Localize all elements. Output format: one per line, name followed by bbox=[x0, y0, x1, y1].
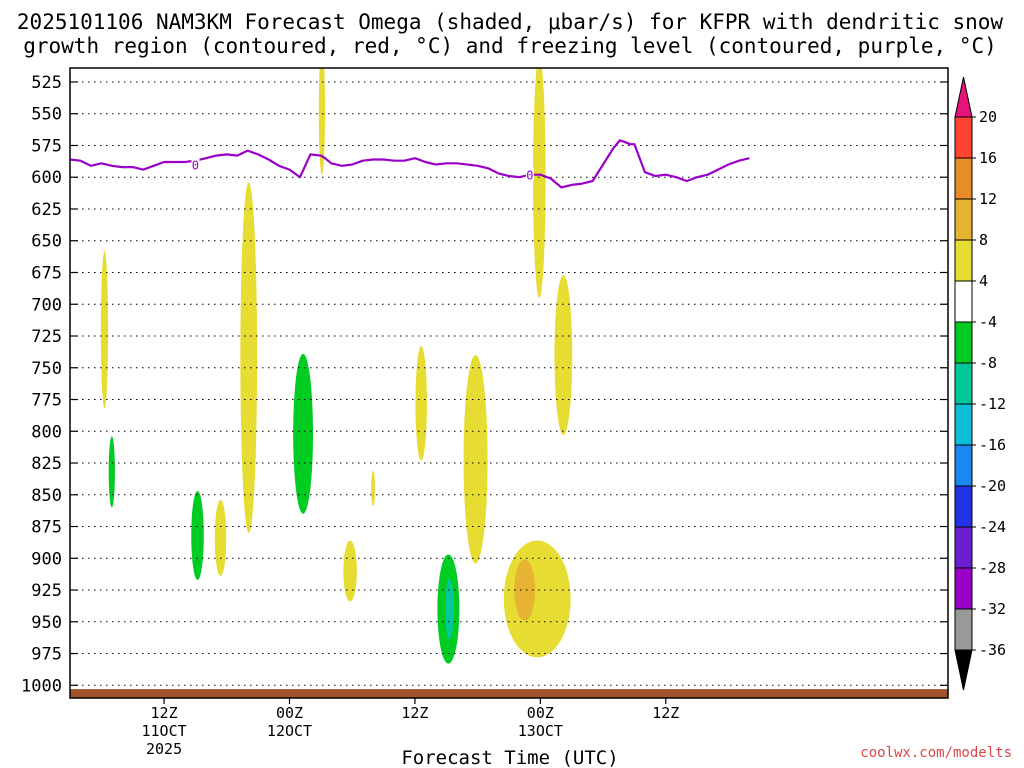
freezing-level-line bbox=[69, 139, 750, 189]
colorbar-label-1: -32 bbox=[979, 600, 1006, 618]
omega-region-10 bbox=[503, 540, 571, 658]
colorbar-label-12: 16 bbox=[979, 149, 997, 167]
freezing-level-layer: 00 bbox=[69, 139, 750, 189]
colorbar-band-4 bbox=[954, 444, 973, 487]
omega-region-0 bbox=[100, 250, 109, 409]
colorbar-band-5 bbox=[954, 403, 973, 446]
colorbar-label-10: 8 bbox=[979, 231, 988, 249]
omega-region-6 bbox=[463, 355, 488, 564]
ytick-label-700: 700 bbox=[31, 295, 62, 315]
colorbar-top-triangle bbox=[954, 76, 973, 118]
colorbar-label-5: -16 bbox=[979, 436, 1006, 454]
colorbar-label-6: -12 bbox=[979, 395, 1006, 413]
xtick-label-2-0: 12Z bbox=[401, 704, 428, 722]
ytick-label-625: 625 bbox=[31, 200, 62, 220]
colorbar-bottom-triangle bbox=[954, 649, 973, 691]
omega-region-1 bbox=[240, 182, 258, 533]
omega-region-11 bbox=[514, 559, 536, 621]
x-axis-label: Forecast Time (UTC) bbox=[401, 747, 618, 768]
colorbar-band-2 bbox=[954, 526, 973, 569]
omega-region-13 bbox=[191, 490, 204, 580]
colorbar-band-9 bbox=[954, 239, 973, 282]
xtick-label-1-1: 12OCT bbox=[267, 722, 312, 740]
colorbar-label-11: 12 bbox=[979, 190, 997, 208]
colorbar-label-4: -20 bbox=[979, 477, 1006, 495]
colorbar-label-0: -36 bbox=[979, 641, 1006, 659]
omega-region-2 bbox=[318, 68, 326, 175]
colorbar-band-12 bbox=[954, 116, 973, 159]
xtick-label-0-0: 12Z bbox=[151, 704, 178, 722]
chart-title-line2: growth region (contoured, red, °C) and f… bbox=[23, 34, 997, 58]
ytick-label-650: 650 bbox=[31, 232, 62, 252]
freezing-level-label-1: 0 bbox=[526, 169, 533, 183]
omega-region-8 bbox=[343, 540, 357, 602]
xtick-label-3-1: 13OCT bbox=[518, 722, 563, 740]
ground-surface bbox=[70, 689, 948, 698]
colorbar-band-0 bbox=[954, 608, 973, 651]
colorbar-label-8: -4 bbox=[979, 313, 997, 331]
ytick-label-575: 575 bbox=[31, 136, 62, 156]
omega-region-5 bbox=[415, 346, 427, 461]
ytick-label-750: 750 bbox=[31, 359, 62, 379]
ytick-label-600: 600 bbox=[31, 168, 62, 188]
omega-region-7 bbox=[214, 499, 227, 577]
colorbar-band-7 bbox=[954, 321, 973, 364]
omega-region-12 bbox=[108, 436, 115, 508]
y-axis-ticks: 525 550 575 600 625 650 675 700 725 750 775 800 825 8… bbox=[21, 73, 948, 696]
omega-region-9 bbox=[371, 470, 376, 507]
ground-surface-layer bbox=[70, 689, 948, 698]
ytick-label-825: 825 bbox=[31, 454, 62, 474]
ytick-label-975: 975 bbox=[31, 645, 62, 665]
colorbar-label-7: -8 bbox=[979, 354, 997, 372]
xtick-label-4-0: 12Z bbox=[652, 704, 679, 722]
ytick-label-950: 950 bbox=[31, 613, 62, 633]
ytick-label-675: 675 bbox=[31, 263, 62, 283]
colorbar-label-3: -24 bbox=[979, 518, 1006, 536]
colorbar-label-2: -28 bbox=[979, 559, 1006, 577]
ytick-label-1000: 1000 bbox=[21, 676, 62, 696]
ytick-label-725: 725 bbox=[31, 327, 62, 347]
ytick-label-525: 525 bbox=[31, 73, 62, 93]
plot-frame bbox=[69, 67, 949, 699]
xtick-label-1-0: 00Z bbox=[276, 704, 303, 722]
ytick-label-875: 875 bbox=[31, 518, 62, 538]
source-credit: coolwx.com/modelts bbox=[860, 745, 1012, 761]
colorbar-label-9: 4 bbox=[979, 272, 988, 290]
omega-shading-layer bbox=[100, 68, 573, 664]
ytick-label-925: 925 bbox=[31, 581, 62, 601]
colorbar-band-10 bbox=[954, 198, 973, 241]
colorbar-band-8 bbox=[954, 280, 973, 323]
ytick-label-775: 775 bbox=[31, 391, 62, 411]
xtick-label-0-1: 11OCT bbox=[141, 722, 186, 740]
colorbar-band-11 bbox=[954, 157, 973, 200]
colorbar-band-3 bbox=[954, 485, 973, 528]
colorbar-label-13: 20 bbox=[979, 108, 997, 126]
gridlines bbox=[70, 81, 948, 686]
freezing-label-bg-0 bbox=[191, 157, 200, 171]
colorbar-band-1 bbox=[954, 567, 973, 610]
ytick-label-850: 850 bbox=[31, 486, 62, 506]
xtick-label-3-0: 00Z bbox=[527, 704, 554, 722]
colorbar-band-6 bbox=[954, 362, 973, 405]
ytick-label-550: 550 bbox=[31, 105, 62, 125]
xtick-label-0-2: 2025 bbox=[146, 740, 182, 758]
freezing-level-label-0: 0 bbox=[192, 159, 199, 173]
omega-region-16 bbox=[445, 578, 454, 640]
colorbar: -36 -32 -28 -24 -20 -16 -12 -8 -4 4 8 12 16 20 bbox=[954, 76, 1006, 691]
ytick-label-800: 800 bbox=[31, 422, 62, 442]
omega-region-4 bbox=[554, 275, 573, 436]
freezing-label-bg-1 bbox=[525, 167, 534, 181]
omega-region-3 bbox=[533, 68, 546, 298]
omega-region-14 bbox=[293, 353, 314, 514]
ytick-label-900: 900 bbox=[31, 549, 62, 569]
chart-title-line1: 2025101106 NAM3KM Forecast Omega (shaded… bbox=[17, 10, 1004, 34]
